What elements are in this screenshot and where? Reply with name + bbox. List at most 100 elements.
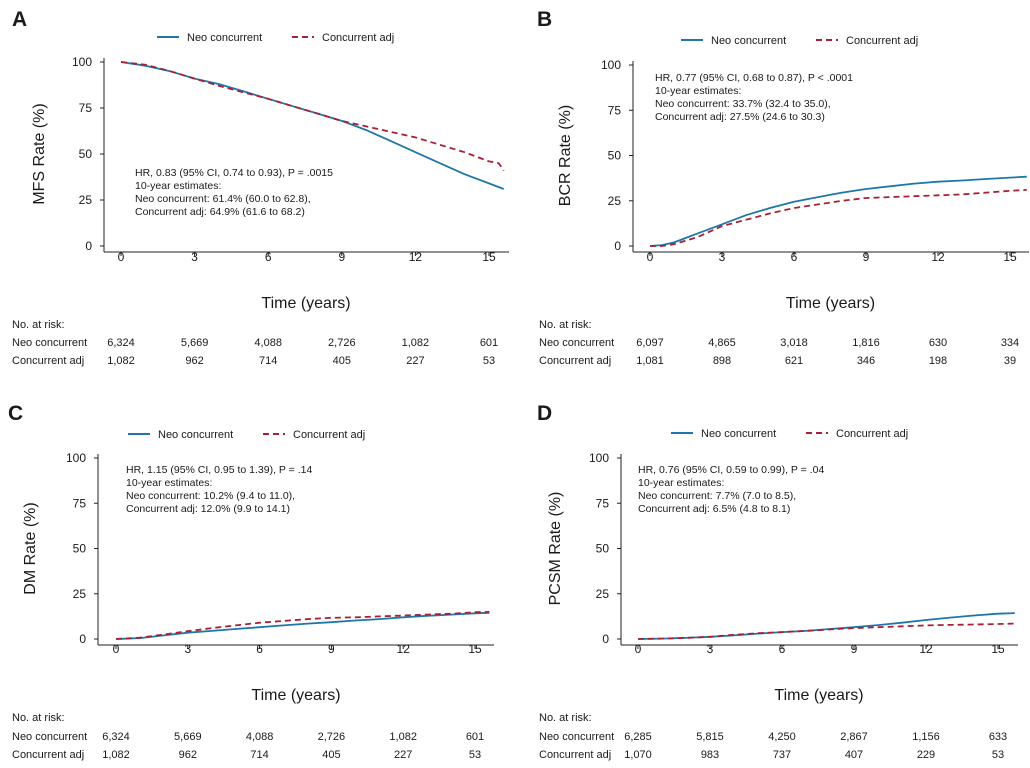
at-risk-value: 53 (992, 749, 1004, 761)
at-risk-value: 2,726 (318, 731, 346, 743)
annotation-line: 10-year estimates: (638, 477, 724, 489)
annotation-line: Neo concurrent: 61.4% (60.0 to 62.8), (135, 193, 311, 205)
panel-a: A 0 25 50 75 100 0 3 6 9 12 15 Time (years) MFS Rate … (12, 8, 509, 367)
at-risk-row-label: Concurrent adj (12, 355, 84, 367)
series-line-neo-concurrent (637, 612, 1015, 640)
at-risk-value: 962 (185, 355, 203, 367)
at-risk-value: 601 (480, 337, 498, 349)
y-tick-label: 0 (85, 239, 92, 253)
at-risk-value: 983 (701, 749, 719, 761)
x-tick-label: 3 (707, 642, 714, 656)
at-risk-value: 2,726 (328, 337, 356, 349)
at-risk-value: 714 (250, 749, 268, 761)
x-tick-label: 12 (931, 250, 945, 264)
y-axis-label: DM Rate (%) (22, 502, 39, 594)
at-risk-value: 4,088 (246, 731, 274, 743)
at-risk-value: 3,018 (780, 337, 808, 349)
panel-letter: D (537, 402, 552, 425)
legend-label: Concurrent adj (293, 429, 365, 441)
y-tick-label: 75 (73, 496, 87, 510)
at-risk-title: No. at risk: (12, 712, 65, 724)
x-tick-label: 3 (191, 250, 198, 264)
annotation-line: Concurrent adj: 27.5% (24.6 to 30.3) (655, 111, 825, 123)
at-risk-value: 53 (483, 355, 495, 367)
annotation-line: Neo concurrent: 10.2% (9.4 to 11.0), (126, 490, 295, 502)
at-risk-title: No. at risk: (12, 319, 65, 331)
x-tick-label: 0 (113, 642, 120, 656)
series-line-neo-concurrent (649, 175, 1027, 247)
annotation-line: HR, 0.77 (95% CI, 0.68 to 0.87), P < .00… (655, 72, 853, 84)
x-tick-label: 15 (468, 642, 482, 656)
x-tick-label: 12 (919, 642, 933, 656)
panel-letter: A (12, 8, 27, 31)
at-risk-value: 2,867 (840, 731, 868, 743)
at-risk-value: 5,815 (696, 731, 724, 743)
annotation-line: Concurrent adj: 12.0% (9.9 to 14.1) (126, 503, 290, 515)
legend-label: Neo concurrent (711, 35, 786, 47)
y-tick-label: 75 (608, 103, 622, 117)
legend-label: Neo concurrent (187, 32, 262, 44)
x-axis-label: Time (years) (774, 687, 863, 704)
annotation-line: HR, 1.15 (95% CI, 0.95 to 1.39), P = .14 (126, 464, 312, 476)
at-risk-row-label: Neo concurrent (539, 337, 614, 349)
at-risk-row-label: Neo concurrent (539, 731, 614, 743)
y-tick-label: 0 (79, 632, 86, 646)
legend: Neo concurrent Concurrent adj (671, 428, 908, 440)
panel-letter: C (8, 402, 23, 425)
annotation-line: 10-year estimates: (135, 180, 221, 192)
y-tick-label: 100 (601, 58, 621, 72)
legend-label: Concurrent adj (846, 35, 918, 47)
panel-letter: B (537, 8, 552, 31)
at-risk-value: 4,250 (768, 731, 796, 743)
at-risk-value: 4,088 (254, 337, 282, 349)
y-tick-label: 100 (589, 451, 609, 465)
at-risk-value: 633 (989, 731, 1007, 743)
y-tick-label: 75 (596, 496, 610, 510)
at-risk-value: 198 (929, 355, 947, 367)
x-tick-label: 6 (779, 642, 786, 656)
y-tick-label: 50 (608, 149, 622, 163)
x-tick-label: 9 (338, 250, 345, 264)
at-risk-value: 227 (406, 355, 424, 367)
y-tick-label: 100 (66, 451, 86, 465)
at-risk-value: 5,669 (181, 337, 209, 349)
panel-d: D 0 25 50 75 100 0 3 6 9 12 15 Time (years) PCSM Rate… (537, 402, 1018, 761)
legend-label: Neo concurrent (158, 429, 233, 441)
at-risk-value: 1,082 (102, 749, 130, 761)
panel-b: B 0 25 50 75 100 0 3 6 9 12 15 Time (years) BCR Rate … (537, 8, 1029, 367)
panel-c: C 0 25 50 75 100 0 3 6 9 12 15 Time (years) DM Rate (… (8, 402, 494, 761)
at-risk-value: 898 (713, 355, 731, 367)
x-tick-label: 12 (409, 250, 423, 264)
at-risk-value: 6,324 (107, 337, 135, 349)
at-risk-value: 405 (322, 749, 340, 761)
x-axis-label: Time (years) (251, 687, 340, 704)
annotation-line: Neo concurrent: 7.7% (7.0 to 8.5), (638, 490, 796, 502)
at-risk-value: 229 (917, 749, 935, 761)
x-tick-label: 15 (991, 642, 1005, 656)
y-axis-label: PCSM Rate (%) (547, 492, 564, 606)
at-risk-value: 737 (773, 749, 791, 761)
y-tick-label: 75 (79, 101, 93, 115)
x-tick-label: 15 (1003, 250, 1017, 264)
y-tick-label: 50 (596, 542, 610, 556)
at-risk-value: 1,156 (912, 731, 940, 743)
y-tick-label: 25 (79, 193, 93, 207)
y-tick-label: 25 (608, 194, 622, 208)
x-tick-label: 0 (118, 250, 125, 264)
x-tick-label: 9 (863, 250, 870, 264)
annotation-line: 10-year estimates: (655, 85, 741, 97)
y-tick-label: 25 (73, 587, 87, 601)
at-risk-value: 4,865 (708, 337, 736, 349)
x-axis-label: Time (years) (261, 295, 350, 312)
legend-label: Concurrent adj (836, 428, 908, 440)
at-risk-value: 714 (259, 355, 277, 367)
annotation-line: HR, 0.83 (95% CI, 0.74 to 0.93), P = .00… (135, 167, 333, 179)
at-risk-value: 601 (466, 731, 484, 743)
y-tick-label: 50 (79, 147, 93, 161)
x-tick-label: 6 (265, 250, 272, 264)
at-risk-value: 405 (333, 355, 351, 367)
x-tick-label: 0 (647, 250, 654, 264)
at-risk-value: 1,070 (624, 749, 652, 761)
annotation-line: Neo concurrent: 33.7% (32.4 to 35.0), (655, 98, 831, 110)
series-line-concurrent-adj (115, 611, 490, 640)
